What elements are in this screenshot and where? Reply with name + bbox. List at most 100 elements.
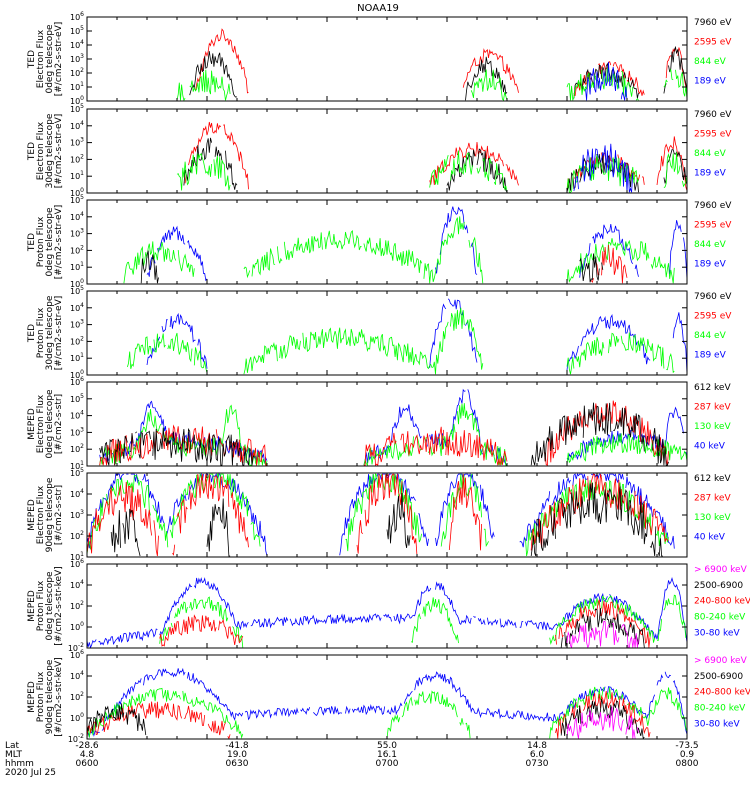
y-tick-label: 106 [70, 11, 84, 22]
footer-lat-value: 14.8 [527, 741, 547, 751]
y-axis-label: TEDElectron Flux0deg telescope[#/cm2-s-s… [27, 22, 64, 97]
series-green [123, 216, 675, 284]
legend-entry: 189 eV [694, 169, 727, 179]
y-tick-label: 100 [70, 621, 84, 632]
y-tick-label: 101 [70, 352, 84, 363]
y-tick-label: 105 [70, 25, 84, 36]
legend-entry: 7960 eV [694, 18, 732, 28]
legend-entry: 2500-6900 [694, 581, 743, 591]
legend-entry: 2595 eV [694, 38, 732, 48]
y-tick-label: 104 [70, 579, 84, 590]
y-tick-label: 102 [70, 530, 84, 541]
y-tick-label: 104 [70, 670, 84, 681]
footer-mlt-value: 19.0 [227, 750, 247, 760]
y-tick-label: 106 [70, 649, 84, 660]
y-tick-label: 104 [70, 410, 84, 421]
y-tick-label: 10-2 [68, 642, 84, 653]
series-red [195, 28, 688, 97]
legend-entry: 80-240 keV [694, 704, 746, 714]
footer-lat-value: -41.8 [225, 741, 249, 751]
y-tick-label: 102 [70, 67, 84, 78]
legend-entry: 130 keV [694, 513, 731, 523]
series-green [159, 594, 687, 648]
legend-entry: 844 eV [694, 149, 727, 159]
y-tick-label: 105 [70, 194, 84, 205]
legend-entry: 30-80 keV [694, 719, 740, 729]
legend-entry: 7960 eV [694, 292, 732, 302]
legend-entry: 287 keV [694, 403, 731, 413]
series-blue [146, 298, 688, 375]
footer-lat-value: -73.5 [675, 741, 698, 751]
legend-entry: 612 keV [694, 474, 731, 484]
series-black [560, 608, 645, 648]
legend-entry: 189 eV [694, 351, 727, 361]
y-axis-label: TEDProton Flux0deg telescope[#/cm2-s-str… [27, 205, 64, 280]
panel-frame [86, 563, 688, 649]
y-tick-label: 105 [70, 103, 84, 114]
y-tick-label: 102 [70, 600, 84, 611]
legend-entry: 40 keV [694, 442, 726, 452]
y-tick-label: 103 [70, 228, 84, 239]
series-magenta [566, 706, 639, 739]
y-tick-label: 100 [70, 95, 84, 106]
y-tick-label: 104 [70, 488, 84, 499]
series-green [127, 307, 675, 375]
y-axis-label: MEPEDProton Flux90deg telescope[#/cm2-s-… [27, 657, 64, 736]
y-tick-label: 100 [70, 369, 84, 380]
legend-entry: 240-800 keV [694, 597, 750, 607]
y-tick-label: 104 [70, 211, 84, 222]
y-tick-label: 102 [70, 691, 84, 702]
legend-entry: 7960 eV [694, 201, 732, 211]
y-tick-label: 103 [70, 509, 84, 520]
series-black [183, 137, 688, 193]
legend-entry: 130 keV [694, 422, 731, 432]
series-red [590, 244, 628, 284]
footer-lat-value: -28.6 [75, 741, 99, 751]
y-axis-label: MEPEDElectron Flux90deg telescope[#/cm2-… [27, 477, 64, 552]
y-tick-label: 106 [70, 558, 84, 569]
date-label: 2020 Jul 25 [5, 768, 56, 778]
legend-entry: 844 eV [694, 240, 727, 250]
y-tick-label: 105 [70, 393, 84, 404]
footer-row-label: Lat [5, 741, 20, 751]
series-green [176, 150, 688, 193]
y-axis-label: MEPEDElectron Flux0deg telescope[#/cm2-s… [27, 389, 64, 459]
series-blue [86, 667, 688, 739]
panel-2: 100 101 102 103 104 105 TEDElectron Flux30deg … [27, 103, 732, 198]
y-tick-label: 103 [70, 319, 84, 330]
y-tick-label: 101 [70, 170, 84, 181]
footer-mlt-value: 6.0 [530, 750, 545, 760]
y-tick-label: 101 [70, 81, 84, 92]
series-green [86, 686, 688, 739]
series-blue [86, 577, 688, 649]
series-magenta [566, 620, 639, 649]
legend-entry: > 6900 keV [694, 656, 748, 666]
legend-entry: 189 eV [694, 77, 727, 87]
footer-mlt-value: 4.8 [80, 750, 95, 760]
y-tick-label: 100 [70, 278, 84, 289]
series-black [110, 482, 663, 557]
legend-entry: 189 eV [694, 260, 727, 270]
footer-axis: Lat -28.6 -41.8 55.0 14.8 -73.5 MLT 4.8 19.0 16.1… [5, 741, 699, 778]
legend-entry: 40 keV [694, 533, 726, 543]
legend-entry: > 6900 keV [694, 565, 748, 575]
y-tick-label: 102 [70, 443, 84, 454]
y-tick-label: 101 [70, 261, 84, 272]
panel-6: 101 102 103 104 105 MEPEDElectron Flux90deg t… [27, 467, 731, 562]
y-tick-label: 105 [70, 285, 84, 296]
legend-entry: 844 eV [694, 331, 727, 341]
panel-1: 100 101 102 103 104 105 106 TEDElectron Flux0de… [27, 11, 732, 106]
panel-7: 10-2 100 102 104 106 MEPEDProton Flux0deg tel… [27, 558, 750, 653]
y-tick-label: 100 [70, 712, 84, 723]
footer-time-value: 0700 [376, 759, 399, 769]
panel-frame [86, 16, 688, 102]
series-black [140, 250, 604, 284]
y-tick-label: 103 [70, 137, 84, 148]
legend-entry: 2595 eV [694, 221, 732, 231]
y-tick-label: 102 [70, 153, 84, 164]
footer-time-value: 0600 [76, 759, 99, 769]
y-axis-label: TEDElectron Flux30deg telescope[#/cm2-s-… [27, 113, 64, 188]
legend-entry: 287 keV [694, 494, 731, 504]
series-green [176, 67, 688, 102]
